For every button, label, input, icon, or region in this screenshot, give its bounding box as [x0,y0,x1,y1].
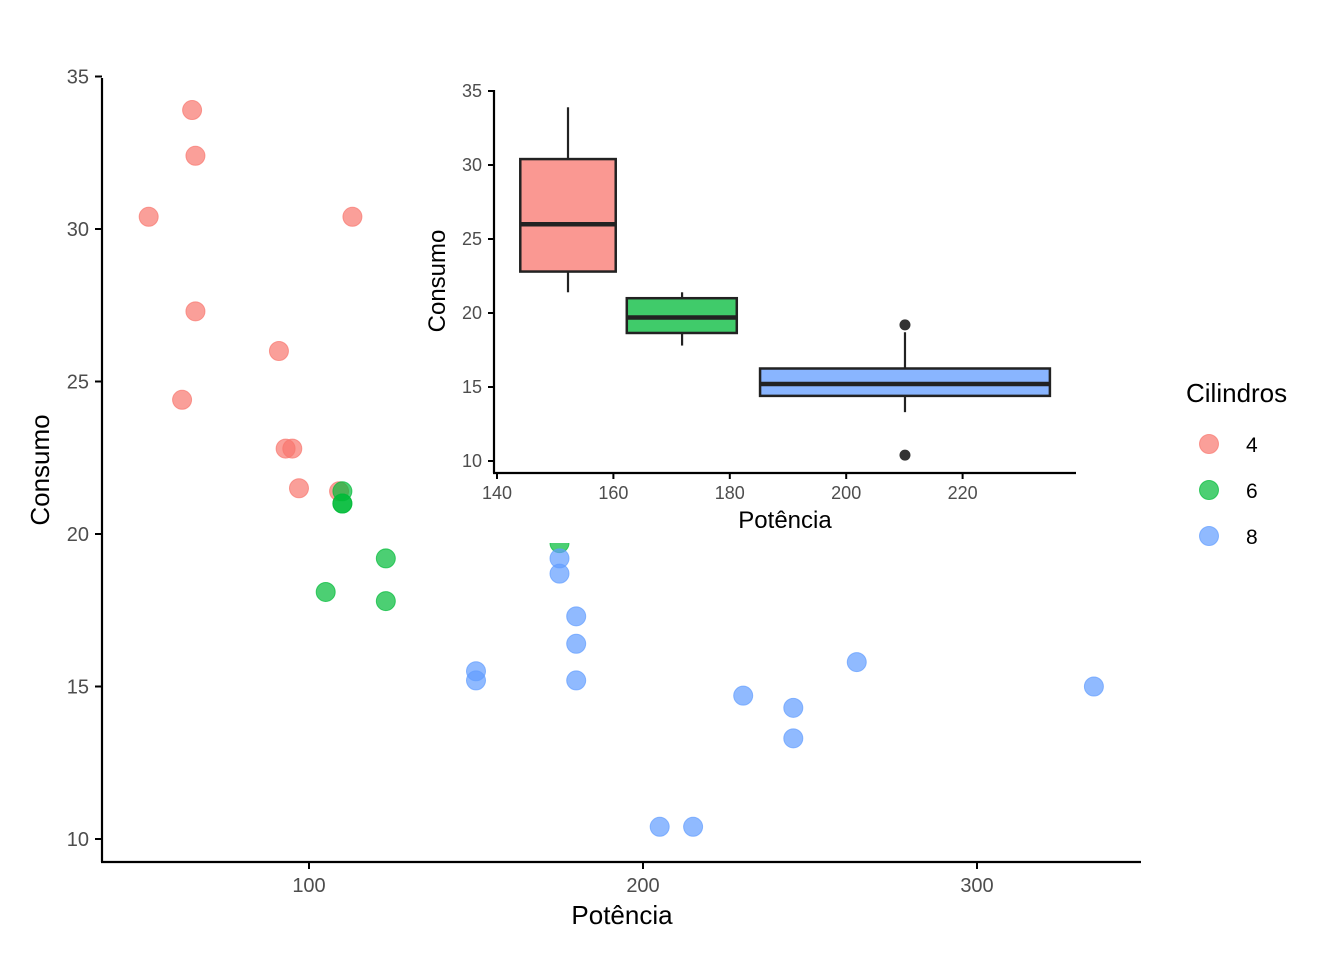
inset-y-tick-label: 30 [462,155,482,175]
legend: Cilindros 4 6 8 [1186,378,1287,549]
inset-x-tick-label: 200 [831,483,861,503]
main-axes [100,78,1141,864]
inset-y-axis-title: Consumo [424,230,451,333]
main-scatter-points [138,100,1104,837]
legend-entries: 4 6 8 [1199,434,1258,549]
legend-key-icon [1199,480,1219,500]
scatter-point-cyl8 [649,816,670,837]
inset-x-tick-label: 220 [948,483,978,503]
inset-y-tick-label: 35 [462,81,482,101]
legend-entry-cyl6: 6 [1199,480,1258,503]
scatter-point-cyl4 [282,438,303,459]
inset-x-tick-label: 180 [715,483,745,503]
main-y-tick-label: 10 [67,829,89,851]
scatter-point-cyl8 [566,606,587,627]
boxplot-cyl4 [519,107,617,293]
main-y-tick-label: 15 [67,677,89,699]
boxplot-cyl6 [625,292,739,346]
box-iqr [519,157,617,273]
outlier-point [899,319,911,331]
main-y-axis-title: Consumo [25,414,55,525]
outlier-point [899,449,911,461]
inset-y-tick-label: 10 [462,451,482,471]
legend-label: 4 [1246,434,1258,457]
scatter-point-cyl8 [783,728,804,749]
inset-y-tick-label: 25 [462,229,482,249]
scatter-point-cyl4 [288,478,309,499]
boxplot-cyl8 [758,319,1052,461]
legend-label: 8 [1246,526,1258,549]
scatter-point-cyl4 [182,100,203,121]
inset-axes [492,90,1076,475]
main-y-tick-label: 20 [67,524,89,546]
legend-title: Cilindros [1186,378,1287,408]
main-x-tick-label: 100 [292,875,325,897]
main-ticks: 10 15 20 25 30 35 100 200 300 [67,67,994,898]
scatter-point-cyl4 [138,206,159,227]
inset-x-tick-label: 160 [598,483,628,503]
main-x-tick-label: 300 [960,875,993,897]
legend-entry-cyl4: 4 [1199,434,1258,457]
scatter-point-cyl4 [342,206,363,227]
scatter-point-cyl8 [846,652,867,673]
scatter-point-cyl8 [783,697,804,718]
scatter-point-cyl4 [185,145,206,166]
scatter-point-cyl4 [268,341,289,361]
scatter-point-cyl6 [332,481,353,502]
legend-key-icon [1199,526,1219,546]
scatter-point-cyl8 [1083,676,1104,697]
scatter-point-cyl8 [466,670,486,691]
scatter-point-cyl6 [315,581,336,602]
inset-y-tick-label: 15 [462,377,482,397]
main-x-tick-label: 200 [626,875,659,897]
scatter-point-cyl6 [375,548,396,569]
inset-ticks: 10 15 20 25 30 35 140 160 180 200 220 [462,81,978,503]
scatter-point-cyl8 [566,670,587,691]
legend-label: 6 [1246,480,1258,503]
scatter-point-cyl8 [566,633,587,654]
main-y-tick-label: 30 [67,219,89,241]
inset-y-tick-label: 20 [462,303,482,323]
scatter-point-cyl4 [185,301,206,322]
inset-x-tick-label: 140 [482,483,512,503]
scatter-point-cyl8 [549,548,570,569]
inset-x-axis-title: Potência [738,507,832,534]
main-y-tick-label: 35 [67,67,89,89]
scatter-point-cyl4 [172,389,193,410]
inset-background [420,70,1088,543]
scatter-point-cyl6 [375,591,396,612]
inset-boxplots [519,107,1052,461]
legend-key-icon [1199,434,1219,454]
scatter-point-cyl8 [733,685,754,706]
legend-entry-cyl8: 8 [1199,526,1258,549]
scatter-point-cyl8 [683,816,704,837]
main-x-axis-title: Potência [571,900,673,930]
main-y-tick-label: 25 [67,372,89,394]
